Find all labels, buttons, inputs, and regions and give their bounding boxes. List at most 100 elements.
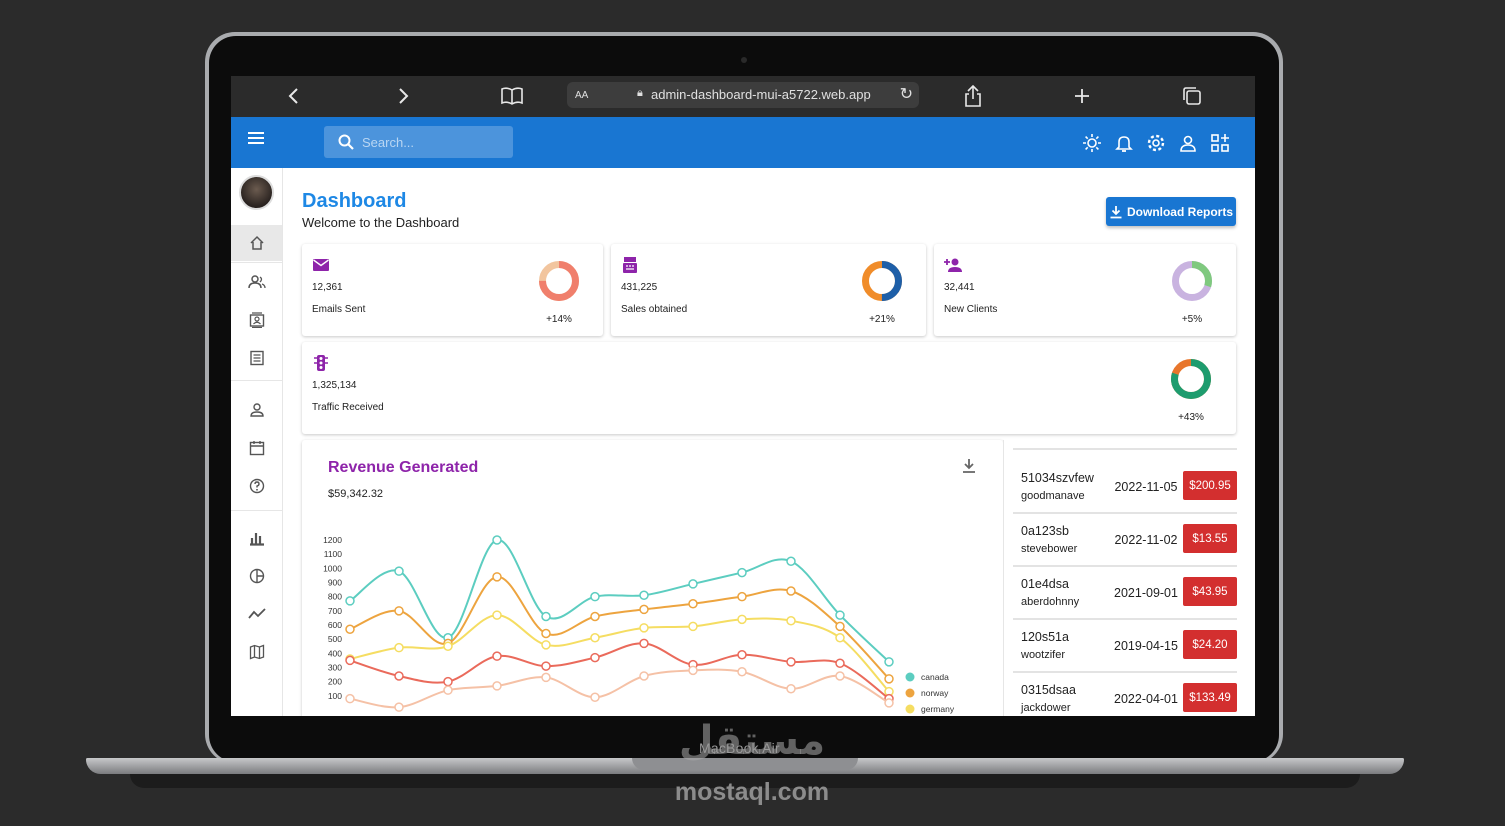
url-text: admin-dashboard-mui-a5722.web.app: [651, 87, 871, 102]
sidebar-divider: [231, 262, 282, 263]
data-point-us: [835, 658, 845, 668]
sidebar-item-line-chart[interactable]: [231, 596, 282, 632]
download-reports-button[interactable]: Download Reports: [1106, 197, 1236, 226]
stat-change: +5%: [1181, 314, 1203, 325]
recent-transactions: aberdohnny 51034szvfew goodmanave 2022-11-0…: [1003, 440, 1255, 716]
data-point-norway: [492, 572, 502, 582]
widgets-icon[interactable]: [1210, 133, 1230, 153]
transaction-user: jackdower: [1021, 702, 1071, 714]
new-tab-icon[interactable]: [1070, 84, 1094, 108]
notifications-icon[interactable]: [1114, 133, 1134, 153]
series-line-germany: [349, 614, 890, 693]
stat-label: Sales obtained: [621, 304, 688, 315]
data-point-germany: [688, 621, 698, 632]
revenue-amount: $59,342.32: [328, 488, 384, 500]
data-point-canada: [639, 590, 649, 600]
sidebar-item-calendar[interactable]: [231, 430, 282, 466]
y-tick-label: 1000: [323, 563, 342, 573]
data-point-france: [786, 684, 796, 694]
data-point-canada: [835, 610, 845, 620]
sidebar-item-team[interactable]: [231, 264, 282, 300]
avatar[interactable]: [239, 175, 274, 210]
menu-icon[interactable]: [247, 131, 269, 153]
bookmarks-icon[interactable]: [500, 84, 524, 108]
sidebar-item-pie-chart[interactable]: [231, 558, 282, 594]
transaction-id: 0a123sb: [1021, 524, 1069, 538]
transaction-id: 01e4dsa: [1021, 577, 1069, 591]
stat-label: New Clients: [944, 304, 998, 315]
revenue-line-chart: 100200300400500600700800900100011001200p…: [323, 535, 955, 714]
y-tick-label: 400: [328, 648, 342, 658]
sidebar-item-profile[interactable]: [231, 392, 282, 428]
back-icon[interactable]: [282, 84, 306, 108]
progress-ring: [1171, 359, 1211, 399]
search-input[interactable]: [362, 133, 502, 151]
data-point-france: [443, 685, 453, 695]
data-point-germany: [394, 642, 404, 653]
data-point-germany: [492, 610, 502, 620]
y-tick-label: 1200: [323, 535, 342, 545]
series-line-france: [349, 668, 890, 709]
text-size-button[interactable]: AA: [575, 90, 589, 101]
data-point-france: [688, 665, 698, 676]
page-title: Dashboard: [302, 190, 407, 212]
light-mode-icon[interactable]: [1082, 133, 1102, 153]
transaction-row: 0315dsaa jackdower 2022-04-01 $133.49: [1013, 675, 1237, 716]
data-point-norway: [590, 611, 600, 622]
sidebar-item-dashboard[interactable]: [231, 225, 282, 261]
transaction-id: 51034szvfew: [1021, 471, 1094, 485]
transaction-cost-badge: $24.20: [1183, 630, 1237, 659]
data-point-germany: [786, 616, 796, 626]
y-tick-label: 200: [328, 677, 342, 687]
data-point-france: [394, 702, 404, 712]
download-reports-label: Download Reports: [1126, 204, 1233, 219]
data-point-norway: [737, 591, 747, 602]
stat-card-sales: 431,225 Sales obtained +21%: [611, 244, 926, 336]
sidebar-item-bar-chart[interactable]: [231, 520, 282, 556]
help-icon: [249, 478, 264, 494]
transaction-row: 120s51a wootzifer 2019-04-15 $24.20: [1013, 622, 1237, 673]
stat-value: 32,441: [944, 282, 975, 293]
device-label: MacBook Air: [699, 740, 780, 756]
search-box: [324, 126, 513, 158]
stat-value: 431,225: [621, 282, 658, 293]
page-subtitle: Welcome to the Dashboard: [302, 215, 460, 230]
y-tick-label: 800: [328, 592, 342, 602]
y-tick-label: 600: [328, 620, 342, 630]
profile-icon[interactable]: [1178, 133, 1198, 153]
tabs-overview-icon[interactable]: [1180, 84, 1204, 108]
reload-icon[interactable]: ↻: [899, 86, 913, 103]
sidebar-item-geography[interactable]: [231, 634, 282, 670]
data-point-us: [541, 661, 551, 671]
sidebar-item-contacts[interactable]: [231, 302, 282, 338]
data-point-germany: [443, 641, 453, 651]
transaction-cost-badge: $200.95: [1183, 471, 1237, 500]
settings-icon[interactable]: [1146, 133, 1166, 153]
data-point-norway: [884, 674, 894, 684]
download-icon[interactable]: [960, 457, 978, 475]
address-bar[interactable]: AA 🔒︎ admin-dashboard-mui-a5722.web.app …: [567, 82, 919, 108]
forward-icon[interactable]: [391, 84, 415, 108]
share-icon[interactable]: [961, 84, 985, 108]
browser-toolbar: AA 🔒︎ admin-dashboard-mui-a5722.web.app …: [231, 76, 1255, 117]
sidebar-item-invoices[interactable]: [231, 340, 282, 376]
bar-chart-icon: [249, 533, 264, 546]
timeline-icon: [247, 608, 266, 619]
stat-card-emails: 12,361 Emails Sent +14%: [302, 244, 603, 336]
data-point-france: [492, 681, 502, 691]
data-point-germany: [639, 623, 649, 633]
revenue-card: Revenue Generated $59,342.32 100 200 300 40…: [302, 440, 1003, 716]
data-point-france: [835, 671, 845, 681]
progress-ring: [1172, 261, 1212, 301]
progress-ring: [862, 261, 902, 301]
email-icon: [313, 259, 329, 271]
lock-icon: 🔒︎: [637, 87, 643, 99]
data-point-canada: [884, 657, 894, 667]
transaction-id: 120s51a: [1021, 630, 1069, 644]
sidebar-item-faq[interactable]: [231, 468, 282, 504]
download-icon: [1110, 205, 1122, 218]
y-tick-label: 1100: [324, 549, 343, 559]
watermark-arabic: مستقل: [678, 718, 826, 764]
y-tick-label: 300: [328, 663, 342, 673]
series-line-norway: [349, 575, 890, 680]
